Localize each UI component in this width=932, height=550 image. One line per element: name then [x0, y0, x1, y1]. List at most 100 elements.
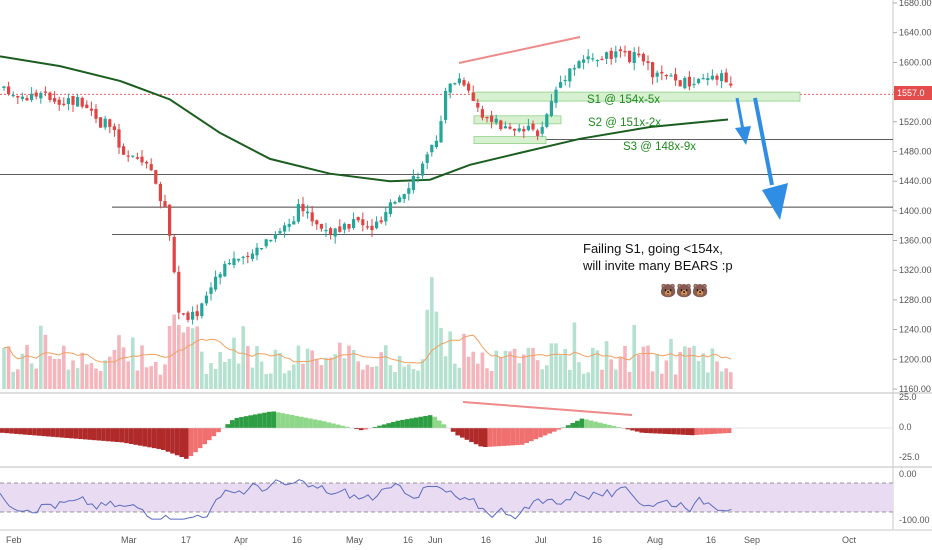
macd-bar — [432, 416, 437, 428]
macd-bar — [496, 428, 502, 447]
candle-body — [329, 228, 333, 235]
macd-bar — [671, 428, 677, 435]
candle-body — [315, 220, 319, 225]
candle-body — [605, 52, 609, 59]
candle-body — [554, 89, 558, 103]
macd-bar — [694, 428, 700, 435]
volume-bar — [282, 373, 287, 389]
rsi-axis: 0.00 -100.00 — [899, 469, 930, 525]
volume-bar — [200, 351, 204, 389]
macd-bar — [92, 428, 97, 441]
price-tick-label: 1480.00 — [899, 146, 932, 156]
candle-body — [724, 72, 728, 83]
macd-bar — [69, 428, 74, 439]
candle-body — [76, 97, 80, 107]
macd-bar — [23, 428, 28, 435]
macd-bar — [473, 428, 479, 445]
candle-body — [278, 231, 282, 234]
macd-bar — [216, 428, 221, 433]
candle-body — [94, 109, 98, 119]
time-tick-label: 16 — [592, 535, 602, 545]
volume-bar — [204, 373, 209, 389]
macd-bar — [322, 421, 327, 428]
time-tick-label: Mar — [121, 535, 137, 545]
macd-bar — [335, 424, 341, 428]
volume-bar — [512, 348, 517, 389]
volume-bar — [98, 370, 103, 389]
macd-bar — [662, 428, 667, 434]
time-tick-label: Sep — [744, 535, 760, 545]
candle-body — [632, 52, 636, 64]
volume-bar — [236, 363, 241, 389]
volume-bar — [177, 325, 181, 389]
candle-body — [30, 93, 34, 101]
macd-bar — [78, 428, 83, 440]
support-zone — [474, 91, 801, 102]
volume-bar — [287, 370, 291, 389]
candle-body — [122, 146, 126, 155]
volume-bar — [273, 349, 278, 389]
macd-bar — [4, 428, 10, 434]
macd-bar — [381, 424, 387, 428]
macd-bar — [519, 428, 525, 445]
volume-bar — [485, 368, 489, 389]
macd-bar — [253, 414, 258, 428]
candle-body — [66, 98, 70, 105]
candle-body — [540, 126, 544, 134]
volume-bar — [660, 373, 664, 389]
candle-body — [628, 50, 632, 63]
candle-body — [287, 224, 291, 227]
volume-bar — [540, 369, 544, 389]
time-tick-label: Feb — [6, 535, 22, 545]
candle-body — [526, 125, 530, 131]
candle-body — [453, 83, 457, 85]
volume-bar — [549, 343, 554, 389]
volume-bar — [131, 337, 135, 389]
volume-bar — [154, 361, 158, 389]
candle-body — [462, 80, 466, 86]
time-tick-label: Apr — [234, 535, 248, 545]
volume-bar — [328, 357, 333, 389]
macd-bar — [13, 428, 19, 434]
volume-bar — [195, 326, 199, 389]
candle-body — [467, 83, 471, 91]
candle-body — [641, 53, 645, 62]
candle-body — [333, 228, 337, 237]
macd-bar — [317, 420, 322, 428]
candle-body — [559, 82, 563, 88]
volume-bar — [430, 277, 434, 389]
volume-bar — [278, 353, 282, 389]
macd-bar — [653, 428, 658, 434]
volume-bar — [52, 358, 57, 389]
candle-body — [522, 128, 526, 132]
macd-bar — [391, 421, 396, 428]
candle-body — [154, 170, 158, 184]
time-tick-label: 16 — [706, 535, 716, 545]
macd-bar — [262, 412, 267, 428]
macd-bar — [156, 428, 161, 449]
macd-bar — [713, 428, 718, 434]
candle-body — [126, 155, 130, 157]
macd-bar — [363, 428, 368, 430]
candle-body — [517, 128, 521, 132]
macd-bar — [607, 424, 612, 428]
volume-bar — [370, 367, 374, 389]
candle-body — [503, 126, 507, 129]
volume-bar — [338, 342, 342, 389]
candle-body — [563, 79, 567, 82]
candle-body — [145, 161, 149, 164]
macd-bar — [225, 424, 230, 428]
volume-bar — [246, 345, 250, 389]
macd-bar — [584, 419, 589, 428]
candle-body — [39, 92, 43, 99]
volume-bar — [48, 355, 52, 389]
candle-body — [411, 175, 415, 191]
candlesticks — [2, 45, 733, 325]
volume-bar — [351, 350, 356, 389]
macd-bar — [27, 428, 33, 436]
candle-body — [701, 78, 705, 80]
volume-bar — [531, 347, 535, 389]
volume-bar — [545, 365, 549, 389]
volume-bar — [439, 327, 443, 389]
